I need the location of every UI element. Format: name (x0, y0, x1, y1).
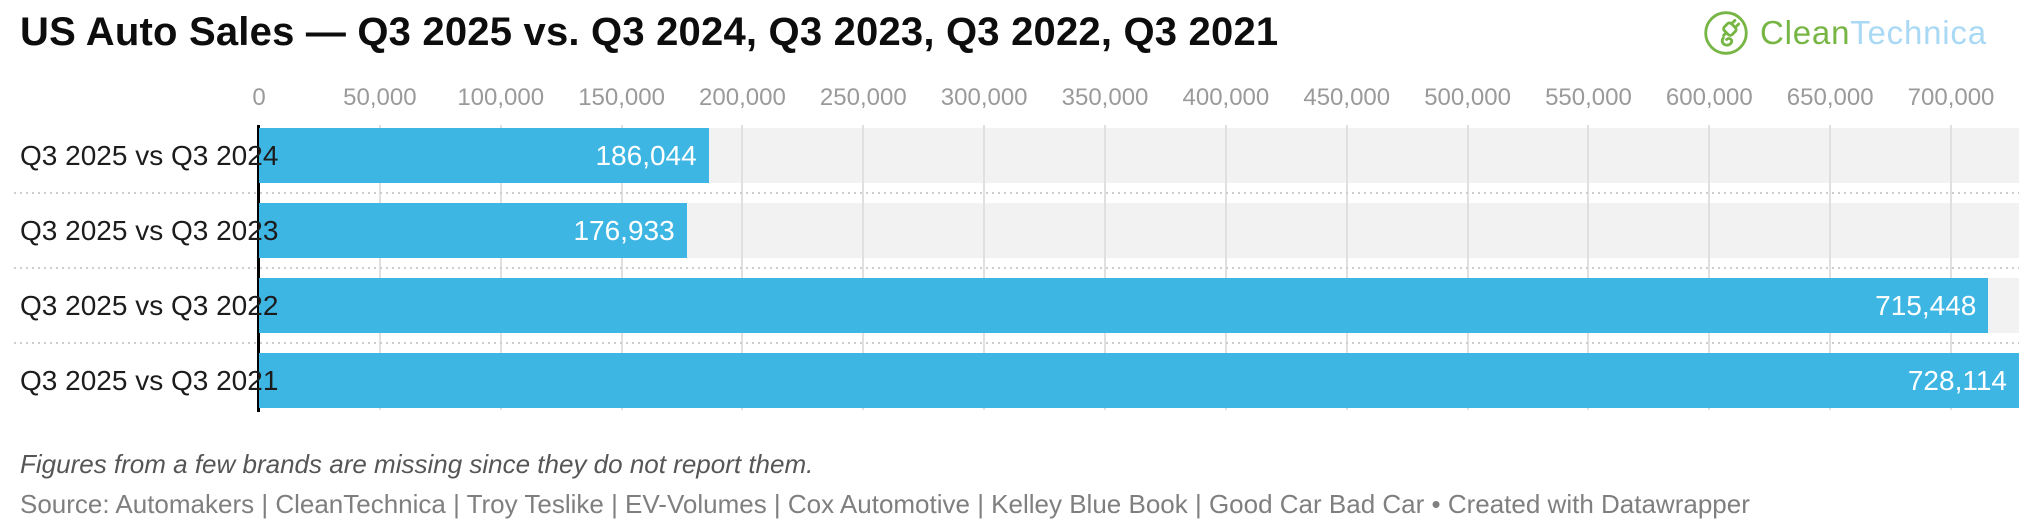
x-tick-label: 100,000 (457, 84, 545, 111)
chart-title: US Auto Sales — Q3 2025 vs. Q3 2024, Q3 … (20, 10, 1279, 54)
bar-value-label: 186,044 (595, 139, 697, 171)
x-tick-label: 150,000 (578, 84, 665, 111)
x-tick-label: 0 (252, 84, 266, 111)
plot-area: 186,044 176,933 715,448 728,114 (259, 125, 2019, 410)
row-separator (14, 267, 2019, 269)
category-label: Q3 2025 vs Q3 2023 (20, 215, 279, 246)
bar-value-label: 728,114 (1907, 364, 2007, 396)
x-tick-label: 450,000 (1303, 84, 1391, 111)
x-axis: 0 50,000 100,000 150,000 200,000 250,000 300,0… (252, 84, 2019, 114)
x-tick-label: 400,000 (1182, 84, 1270, 111)
chart-source: Source: Automakers | CleanTechnica | Tro… (20, 489, 1750, 519)
logo-text-technica: Technica (1850, 14, 1987, 51)
x-tick-label: 650,000 (1786, 84, 1874, 111)
bar-value-label: 715,448 (1875, 289, 1977, 321)
x-tick-label: 600,000 (1665, 84, 1753, 111)
bar[interactable]: 186,044 (259, 128, 709, 183)
x-tick-label: 50,000 (343, 84, 417, 111)
bar-value-label: 176,933 (573, 214, 675, 246)
category-labels: Q3 2025 vs Q3 2024 Q3 2025 vs Q3 2023 Q3 2… (20, 128, 278, 408)
x-tick-label: 250,000 (819, 84, 907, 111)
logo-text-clean: Clean (1760, 14, 1851, 51)
chart-note: Figures from a few brands are missing si… (20, 449, 814, 479)
row-separator (14, 342, 2019, 344)
x-tick-label: 500,000 (1424, 84, 1511, 111)
plug-in-circle-icon (1702, 9, 1750, 57)
x-tick-label: 700,000 (1907, 84, 1995, 111)
x-tick-label: 550,000 (1545, 84, 1632, 111)
bar[interactable]: 176,933 (259, 203, 687, 258)
x-tick-label: 300,000 (940, 84, 1028, 111)
cleantechnica-logo: CleanTechnica (1702, 8, 1987, 58)
category-label: Q3 2025 vs Q3 2022 (20, 290, 279, 321)
row-separator (14, 192, 2019, 194)
bar[interactable]: 715,448 (259, 278, 1989, 333)
logo-wordmark: CleanTechnica (1760, 14, 1987, 52)
x-tick-label: 200,000 (699, 84, 786, 111)
category-label: Q3 2025 vs Q3 2021 (20, 365, 279, 396)
category-label: Q3 2025 vs Q3 2024 (20, 140, 279, 171)
x-tick-label: 350,000 (1061, 84, 1149, 111)
bar[interactable]: 728,114 (259, 353, 2019, 408)
